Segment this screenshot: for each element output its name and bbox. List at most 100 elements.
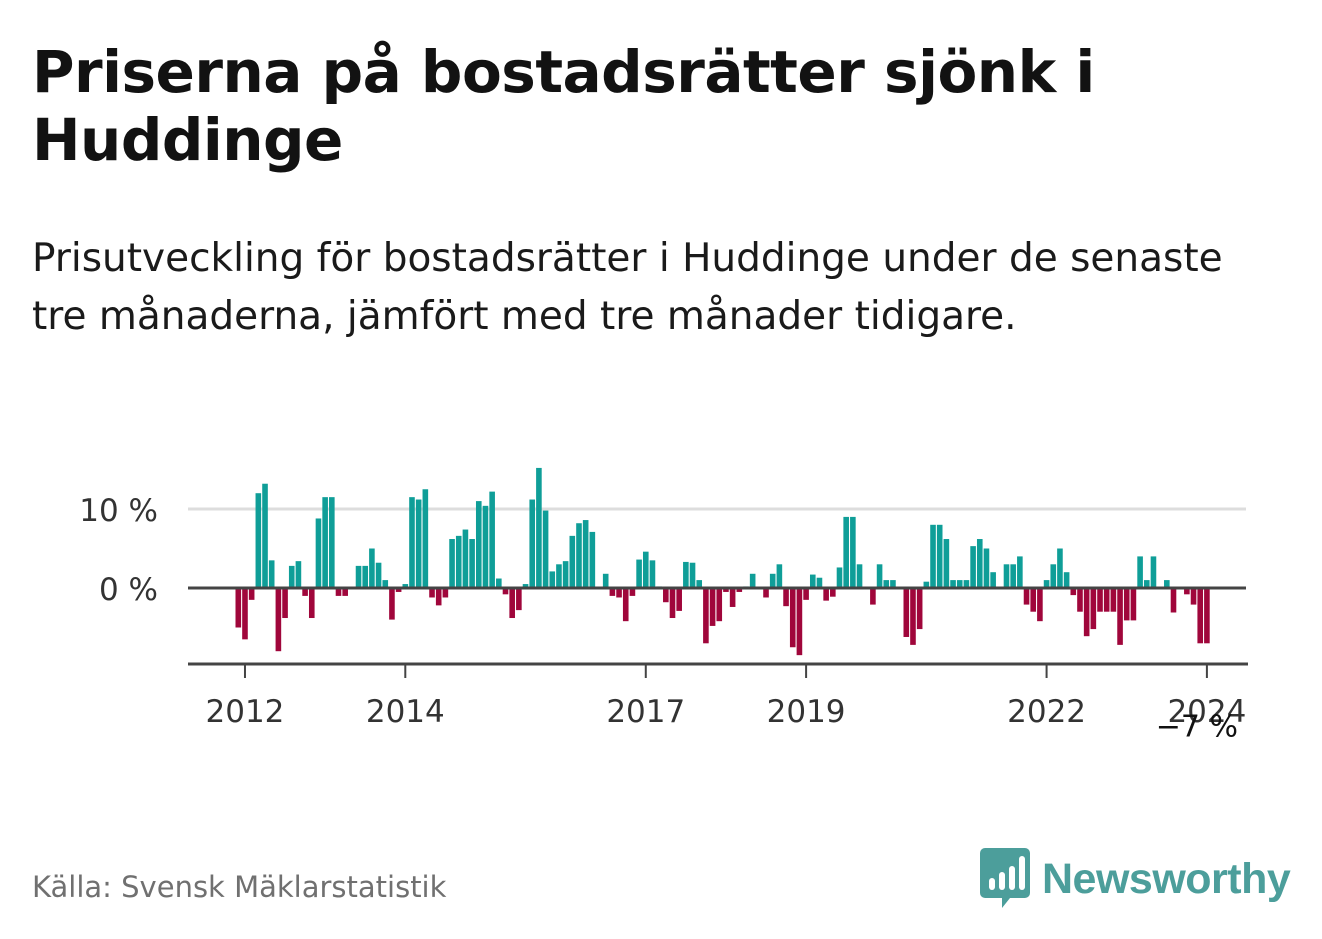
bar xyxy=(1057,548,1063,588)
bar xyxy=(389,588,395,620)
bar xyxy=(990,572,996,588)
bar xyxy=(509,588,515,619)
bar xyxy=(562,561,569,588)
bar xyxy=(1117,588,1123,645)
bar xyxy=(262,483,268,588)
bar xyxy=(789,588,796,648)
bar xyxy=(903,588,910,637)
bar xyxy=(716,588,723,622)
bar xyxy=(943,539,950,588)
brand-name: Newsworthy xyxy=(1042,854,1291,903)
bar xyxy=(362,565,369,588)
bar xyxy=(1003,564,1010,588)
bar xyxy=(1077,588,1083,612)
bar xyxy=(395,588,402,592)
newsworthy-logo[interactable]: Newsworthy xyxy=(980,848,1291,910)
bar xyxy=(642,551,649,588)
bar xyxy=(242,588,248,640)
bar xyxy=(1050,564,1057,588)
bar xyxy=(669,588,676,619)
bar xyxy=(576,523,582,588)
y-tick-label: 10 % xyxy=(79,493,158,529)
bar xyxy=(676,588,682,611)
bar xyxy=(322,497,328,588)
bar xyxy=(1143,580,1150,588)
bar xyxy=(329,497,335,588)
x-tick-label: 2017 xyxy=(606,694,685,730)
bar xyxy=(255,493,262,588)
axes: 0 % 10 % 2012 2014 2017 2019 2022 2024−7 % xyxy=(79,493,1248,740)
bar xyxy=(1083,588,1090,637)
bar xyxy=(689,562,696,588)
bar xyxy=(1017,556,1023,588)
bar xyxy=(235,588,242,628)
bar xyxy=(409,497,415,588)
bar xyxy=(589,531,596,588)
bar xyxy=(1097,588,1103,612)
bar xyxy=(415,499,422,588)
bar xyxy=(649,560,656,588)
bar xyxy=(816,577,823,588)
bar xyxy=(1130,588,1137,621)
bar xyxy=(983,548,990,588)
bar xyxy=(382,580,389,588)
bar xyxy=(796,588,803,656)
bar xyxy=(582,520,589,588)
bar xyxy=(1197,588,1204,644)
bar xyxy=(683,561,689,588)
x-tick-label: 2024 xyxy=(1167,694,1246,730)
bar xyxy=(622,588,629,622)
y-tick-label: 0 % xyxy=(99,572,158,608)
bar xyxy=(482,505,489,588)
bar xyxy=(609,588,616,596)
bar xyxy=(916,588,923,630)
bar-chart: 0 % 10 % 2012 2014 2017 2019 2022 2024−7 % xyxy=(79,467,1248,740)
bar xyxy=(950,580,956,588)
bar xyxy=(442,588,449,598)
bar xyxy=(1204,588,1210,644)
bar xyxy=(976,539,983,588)
bar xyxy=(462,529,469,588)
bar xyxy=(1037,588,1043,622)
bar xyxy=(1043,580,1050,588)
bar xyxy=(809,574,816,588)
bar xyxy=(1090,588,1097,630)
bar xyxy=(663,588,669,603)
bar xyxy=(355,565,362,588)
bar xyxy=(870,588,876,605)
bars xyxy=(235,467,1210,656)
bar xyxy=(830,588,836,597)
bar xyxy=(422,489,429,588)
bar xyxy=(876,564,883,588)
bar xyxy=(302,588,308,596)
bar xyxy=(783,588,789,607)
bar xyxy=(776,564,783,588)
bar xyxy=(295,561,302,588)
bar xyxy=(516,588,522,611)
bar xyxy=(763,588,769,598)
bar xyxy=(308,588,315,619)
bar xyxy=(522,584,529,588)
bar xyxy=(923,581,930,588)
bar xyxy=(1023,588,1030,605)
x-tick-label: 2014 xyxy=(366,694,445,730)
bar xyxy=(342,588,348,596)
bar xyxy=(890,580,896,588)
bar xyxy=(723,588,729,592)
bar xyxy=(602,573,609,588)
bar xyxy=(696,580,703,588)
bar xyxy=(1063,572,1070,588)
bar xyxy=(636,559,642,588)
bar xyxy=(930,524,936,588)
bar xyxy=(769,573,776,588)
bar xyxy=(703,588,709,644)
bar xyxy=(823,588,829,601)
bar xyxy=(629,588,636,596)
bar xyxy=(883,580,890,588)
bar xyxy=(335,588,342,596)
bar xyxy=(803,588,809,600)
bar xyxy=(963,580,970,588)
bar xyxy=(970,546,976,588)
bar xyxy=(282,588,288,619)
bar xyxy=(836,567,843,588)
